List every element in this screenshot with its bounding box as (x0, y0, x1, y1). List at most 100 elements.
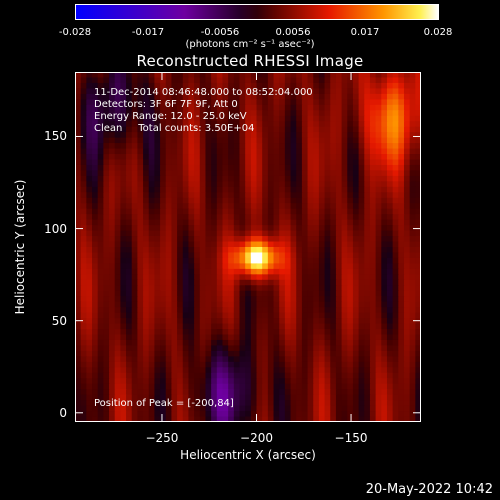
heatmap-cell (177, 230, 184, 237)
heatmap-cell (381, 323, 388, 330)
heatmap-cell (92, 88, 99, 95)
heatmap-cell (250, 307, 258, 314)
heatmap-cell (256, 170, 263, 177)
heatmap-cell (386, 93, 394, 100)
heatmap-cell (375, 110, 382, 117)
heatmap-cell (262, 263, 269, 270)
heatmap-cell (358, 110, 365, 117)
heatmap-cell (239, 203, 246, 210)
heatmap-cell (114, 356, 121, 363)
heatmap-cell (324, 110, 331, 117)
heatmap-cell (205, 318, 212, 325)
heatmap-cell (301, 99, 309, 106)
heatmap-cell (409, 219, 416, 226)
heatmap-cell (165, 383, 173, 390)
heatmap-cell (381, 356, 388, 363)
heatmap-cell (131, 115, 138, 122)
heatmap-cell (273, 378, 280, 385)
heatmap-cell (256, 334, 263, 341)
heatmap-cell (307, 203, 314, 210)
heatmap-cell (267, 143, 275, 150)
heatmap-cell (205, 192, 212, 199)
heatmap-cell (165, 219, 173, 226)
heatmap-cell (228, 296, 235, 303)
heatmap-cell (216, 77, 224, 84)
heatmap-cell (375, 88, 382, 95)
heatmap-cell (381, 307, 388, 314)
heatmap-cell (250, 301, 258, 308)
heatmap-cell (97, 132, 104, 139)
heatmap-cell (97, 290, 104, 297)
heatmap-cell (245, 225, 252, 232)
heatmap-cell (126, 405, 133, 412)
heatmap-cell (126, 99, 133, 106)
heatmap-cell (352, 345, 360, 352)
heatmap-cell (256, 329, 263, 336)
heatmap-cell (262, 93, 269, 100)
heatmap-cell (165, 263, 173, 270)
heatmap-cell (211, 329, 218, 336)
heatmap-cell (301, 252, 309, 259)
heatmap-cell (92, 389, 99, 396)
heatmap-cell (120, 372, 127, 379)
heatmap-cell (364, 263, 371, 270)
heatmap-cell (239, 104, 246, 111)
heatmap-cell (301, 214, 309, 221)
heatmap-cell (80, 181, 87, 188)
heatmap-cell (386, 307, 394, 314)
heatmap-cell (284, 148, 292, 155)
heatmap-cell (267, 132, 275, 139)
heatmap-cell (131, 405, 138, 412)
heatmap-cell (103, 247, 110, 254)
heatmap-cell (233, 361, 241, 368)
heatmap-cell (239, 143, 246, 150)
heatmap-cell (307, 143, 314, 150)
heatmap-cell (171, 296, 178, 303)
heatmap-cell (398, 230, 405, 237)
heatmap-cell (347, 263, 354, 270)
heatmap-cell (114, 372, 121, 379)
heatmap-cell (318, 307, 326, 314)
heatmap-cell (182, 137, 190, 144)
heatmap-cell (171, 307, 178, 314)
heatmap-cell (165, 154, 173, 161)
heatmap-cell (330, 312, 337, 319)
heatmap-cell (86, 405, 93, 412)
heatmap-cell (290, 148, 297, 155)
heatmap-cell (273, 383, 280, 390)
heatmap-cell (199, 285, 207, 292)
heatmap-cell (137, 219, 144, 226)
colorbar (75, 4, 439, 20)
heatmap-cell (188, 383, 195, 390)
heatmap-cell (324, 411, 331, 418)
heatmap-cell (171, 143, 178, 150)
heatmap-cell (358, 378, 365, 385)
heatmap-cell (301, 334, 309, 341)
heatmap-cell (381, 93, 388, 100)
heatmap-cell (318, 181, 326, 188)
heatmap-cell (347, 154, 354, 161)
heatmap-cell (143, 225, 150, 232)
heatmap-cell (290, 164, 297, 172)
heatmap-cell (97, 192, 104, 199)
heatmap-cell (301, 77, 309, 84)
heatmap-cell (335, 236, 343, 243)
heatmap-cell (256, 301, 263, 308)
heatmap-cell (86, 197, 93, 204)
heatmap-cell (216, 82, 224, 90)
heatmap-cell (154, 400, 161, 407)
heatmap-cell (228, 394, 235, 401)
heatmap-cell (409, 383, 416, 390)
heatmap-cell (341, 263, 348, 270)
heatmap-cell (182, 241, 190, 248)
heatmap-cell (358, 257, 365, 265)
heatmap-cell (392, 383, 399, 390)
heatmap-cell (245, 143, 252, 150)
heatmap-cell (222, 104, 229, 111)
heatmap-cell (364, 345, 371, 352)
heatmap-cell (154, 72, 161, 79)
heatmap-cell (228, 307, 235, 314)
heatmap-cell (148, 356, 156, 363)
heatmap-cell (415, 367, 421, 374)
heatmap-cell (369, 214, 377, 221)
